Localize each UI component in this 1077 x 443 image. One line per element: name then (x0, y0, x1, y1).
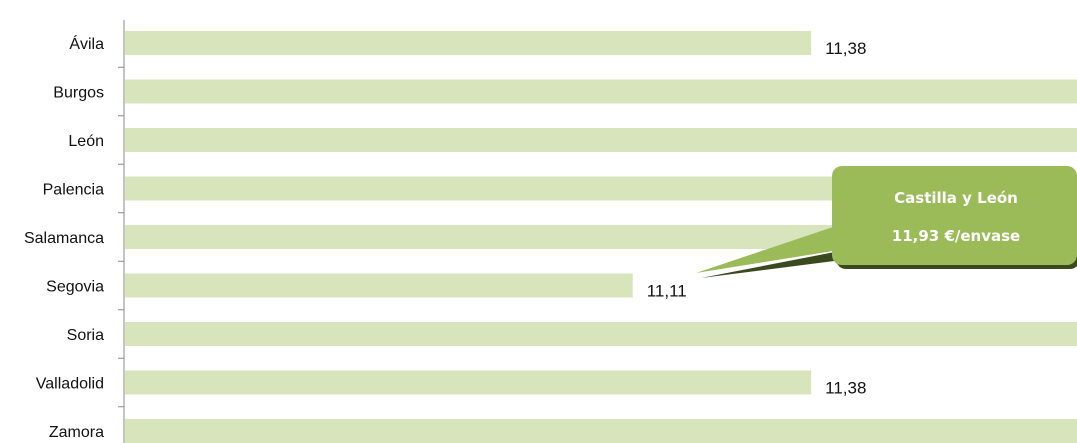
bar (125, 128, 1077, 152)
callout-shadow (701, 251, 842, 278)
bar (125, 31, 812, 55)
callout-line1: Castilla y León (894, 189, 1018, 207)
callout-box (832, 166, 1077, 265)
value-label: 11,11 (647, 282, 687, 301)
bar (125, 273, 633, 298)
category-label: Valladolid (36, 376, 104, 393)
bar (125, 419, 1077, 443)
bar (125, 370, 812, 395)
bars (125, 31, 1077, 443)
bar (125, 79, 1077, 104)
value-label: 11,38 (825, 39, 866, 58)
category-label: Zamora (49, 424, 104, 441)
category-label: Salamanca (24, 230, 104, 247)
bar (125, 322, 1077, 346)
category-label: Soria (67, 327, 104, 344)
callout-line2: 11,93 €/envase (892, 227, 1020, 245)
callout: Castilla y León 11,93 €/envase (696, 166, 1077, 278)
category-label: León (68, 133, 104, 150)
category-label: Ávila (69, 34, 104, 53)
value-label: 11,38 (825, 379, 866, 398)
category-label: Segovia (46, 279, 104, 296)
category-axis (118, 20, 125, 443)
category-label: Burgos (53, 85, 104, 102)
labels: Ávila11,38Burgos12,55León12,32Palencia11… (24, 34, 866, 441)
category-label: Palencia (43, 182, 104, 199)
callout-pointer (696, 227, 833, 273)
